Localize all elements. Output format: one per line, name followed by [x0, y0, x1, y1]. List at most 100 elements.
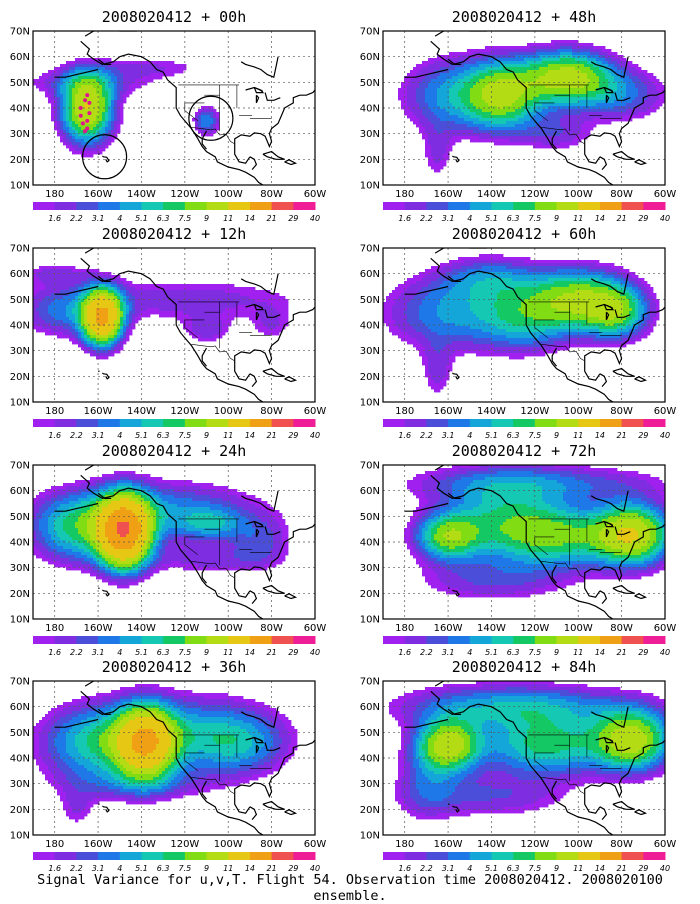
field-cell: [476, 115, 479, 118]
field-cell: [108, 103, 111, 106]
field-cell: [452, 142, 455, 145]
field-cell: [455, 100, 458, 103]
field-cell: [611, 73, 614, 76]
field-cell: [42, 287, 45, 290]
field-cell: [521, 142, 524, 145]
field-cell: [551, 130, 554, 133]
field-cell: [542, 88, 545, 91]
x-tick-label: 100W: [214, 189, 243, 200]
field-cell: [638, 115, 641, 118]
field-cell: [210, 329, 213, 332]
field-cell: [614, 58, 617, 61]
field-cell: [78, 314, 81, 317]
field-cell: [470, 121, 473, 124]
field-cell: [593, 46, 596, 49]
field-cell: [126, 61, 129, 64]
field-cell: [458, 97, 461, 100]
field-cell: [201, 287, 204, 290]
field-cell: [467, 49, 470, 52]
field-cell: [473, 88, 476, 91]
field-cell: [129, 320, 132, 323]
field-cell: [653, 100, 656, 103]
field-cell: [78, 329, 81, 332]
field-cell: [428, 64, 431, 67]
field-cell: [530, 58, 533, 61]
field-cell: [530, 43, 533, 46]
field-cell: [539, 121, 542, 124]
field-cell: [144, 284, 147, 287]
field-cell: [437, 136, 440, 139]
field-cell: [66, 124, 69, 127]
field-cell: [159, 305, 162, 308]
field-cell: [48, 320, 51, 323]
field-cell: [635, 94, 638, 97]
field-cell: [440, 154, 443, 157]
field-cell: [590, 94, 593, 97]
field-cell: [497, 46, 500, 49]
field-cell: [500, 121, 503, 124]
field-cell: [431, 79, 434, 82]
field-cell: [467, 76, 470, 79]
field-cell: [276, 317, 279, 320]
field-cell: [530, 100, 533, 103]
field-cell: [500, 88, 503, 91]
field-cell: [99, 293, 102, 296]
field-cell: [422, 130, 425, 133]
field-cell: [413, 109, 416, 112]
field-cell: [66, 142, 69, 145]
field-cell: [63, 308, 66, 311]
field-cell: [443, 151, 446, 154]
field-cell: [159, 61, 162, 64]
field-cell: [120, 281, 123, 284]
field-cell: [410, 79, 413, 82]
field-cell: [75, 139, 78, 142]
field-cell: [632, 85, 635, 88]
field-cell: [249, 317, 252, 320]
field-cell: [542, 52, 545, 55]
field-cell: [111, 97, 114, 100]
field-cell: [539, 79, 542, 82]
field-cell: [108, 317, 111, 320]
field-cell: [240, 290, 243, 293]
field-cell: [189, 290, 192, 293]
field-cell: [51, 275, 54, 278]
field-cell: [422, 76, 425, 79]
field-cell: [599, 52, 602, 55]
field-cell: [150, 299, 153, 302]
field-cell: [557, 43, 560, 46]
field-cell: [563, 115, 566, 118]
field-cell: [419, 124, 422, 127]
field-cell: [87, 305, 90, 308]
field-cell: [428, 76, 431, 79]
field-cell: [237, 287, 240, 290]
field-cell: [45, 85, 48, 88]
field-cell: [282, 317, 285, 320]
field-cell: [509, 124, 512, 127]
field-cell: [476, 136, 479, 139]
field-cell: [87, 311, 90, 314]
field-cell: [422, 121, 425, 124]
field-cell: [66, 284, 69, 287]
field-cell: [413, 88, 416, 91]
field-cell: [96, 109, 99, 112]
field-cell: [509, 88, 512, 91]
field-cell: [509, 130, 512, 133]
field-cell: [458, 121, 461, 124]
field-cell: [147, 70, 150, 73]
field-cell: [66, 121, 69, 124]
field-cell: [440, 127, 443, 130]
field-cell: [267, 305, 270, 308]
field-cell: [500, 112, 503, 115]
field-cell: [201, 305, 204, 308]
field-cell: [66, 136, 69, 139]
field-cell: [443, 64, 446, 67]
field-cell: [512, 85, 515, 88]
field-cell: [75, 299, 78, 302]
field-cell: [120, 317, 123, 320]
field-cell: [494, 124, 497, 127]
field-cell: [120, 103, 123, 106]
field-cell: [443, 94, 446, 97]
field-cell: [66, 329, 69, 332]
field-cell: [210, 130, 213, 133]
field-cell: [105, 118, 108, 121]
